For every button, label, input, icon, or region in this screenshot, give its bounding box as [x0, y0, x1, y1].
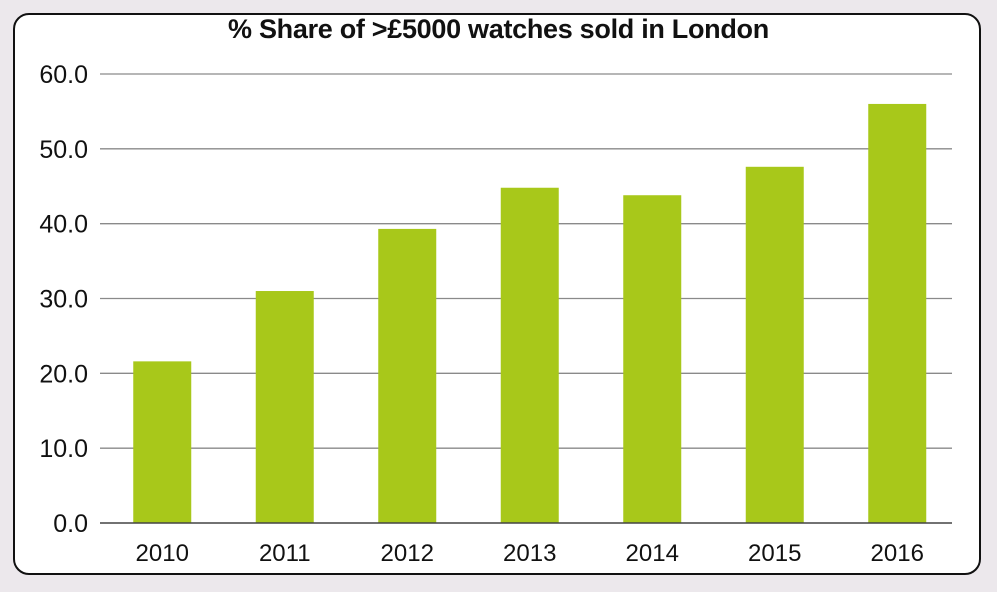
- y-tick-label: 10.0: [39, 435, 88, 463]
- bar-2010: [133, 361, 192, 523]
- bar-2014: [623, 195, 682, 524]
- bar-2015: [745, 166, 804, 523]
- x-tick-label: 2010: [136, 540, 189, 567]
- x-tick-label: 2012: [381, 540, 434, 567]
- x-tick-label: 2011: [259, 540, 311, 567]
- y-tick-label: 60.0: [39, 61, 88, 89]
- y-tick-label: 0.0: [53, 510, 88, 538]
- y-tick-label: 50.0: [39, 136, 88, 164]
- x-tick-label: 2014: [626, 540, 679, 567]
- bar-2012: [378, 228, 437, 523]
- bar-2011: [255, 291, 314, 523]
- x-tick-label: 2016: [871, 540, 924, 567]
- y-tick-labels: 0.0 10.0 20.0 30.0 40.0 50.0 60.0: [39, 61, 88, 538]
- chart-title: % Share of >£5000 watches sold in London: [228, 14, 769, 44]
- bar-2016: [868, 103, 927, 523]
- bars: [133, 103, 927, 524]
- y-tick-label: 20.0: [39, 360, 88, 388]
- x-tick-labels: 2010 2011 2012 2013 2014 2015 2016: [136, 540, 924, 567]
- x-tick-label: 2015: [748, 540, 801, 567]
- bar-2013: [500, 187, 559, 523]
- y-tick-label: 40.0: [39, 211, 88, 239]
- x-tick-label: 2013: [503, 540, 556, 567]
- y-tick-label: 30.0: [39, 286, 88, 314]
